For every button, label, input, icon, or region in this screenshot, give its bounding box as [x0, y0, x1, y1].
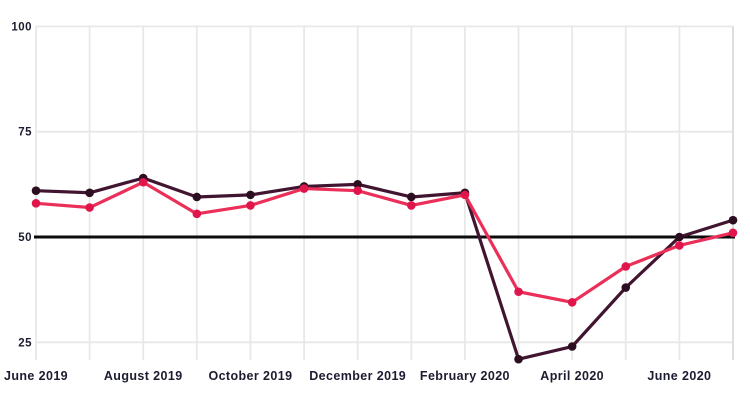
x-tick-label: June 2020 — [647, 369, 711, 383]
pink-series-line — [34, 180, 735, 304]
y-tick-label: 75 — [18, 127, 32, 139]
x-tick-label: October 2019 — [208, 369, 292, 383]
pink-series-point — [621, 262, 631, 271]
y-tick-label: 50 — [18, 232, 32, 244]
pink-series-point — [675, 241, 684, 250]
x-tick-label: April 2020 — [540, 369, 604, 383]
y-tick-label: 25 — [18, 337, 32, 349]
pink-series-point — [728, 228, 738, 238]
x-tick-label: August 2019 — [104, 369, 183, 383]
pink-series-point — [460, 190, 470, 200]
pink-series-point — [85, 203, 94, 212]
pink-series-point — [138, 177, 148, 187]
dark-series-point — [353, 180, 362, 189]
pink-series-point — [192, 209, 202, 219]
pink-series-point — [407, 201, 416, 210]
dark-series-point — [407, 192, 416, 202]
dark-series-point — [31, 186, 41, 195]
dark-series-line — [34, 176, 735, 361]
pink-series-point — [353, 186, 362, 195]
pink-series-point — [567, 297, 577, 307]
x-tick-label: June 2019 — [4, 369, 68, 383]
pink-series-point — [299, 184, 309, 193]
dark-series-point — [728, 215, 738, 225]
pink-series-point — [514, 287, 523, 297]
pink-series-point — [246, 201, 255, 210]
dark-series-point — [514, 354, 523, 364]
dark-series-point — [192, 192, 202, 202]
pink-series-point — [31, 199, 41, 208]
dark-series-point — [621, 283, 631, 292]
dark-series-point — [567, 342, 577, 351]
dark-series-point — [675, 232, 684, 242]
y-tick-label: 100 — [11, 21, 32, 33]
dark-series-point — [246, 190, 255, 200]
x-tick-label: February 2020 — [420, 369, 510, 383]
x-tick-label: December 2019 — [309, 369, 406, 383]
dark-series-point — [85, 188, 94, 198]
